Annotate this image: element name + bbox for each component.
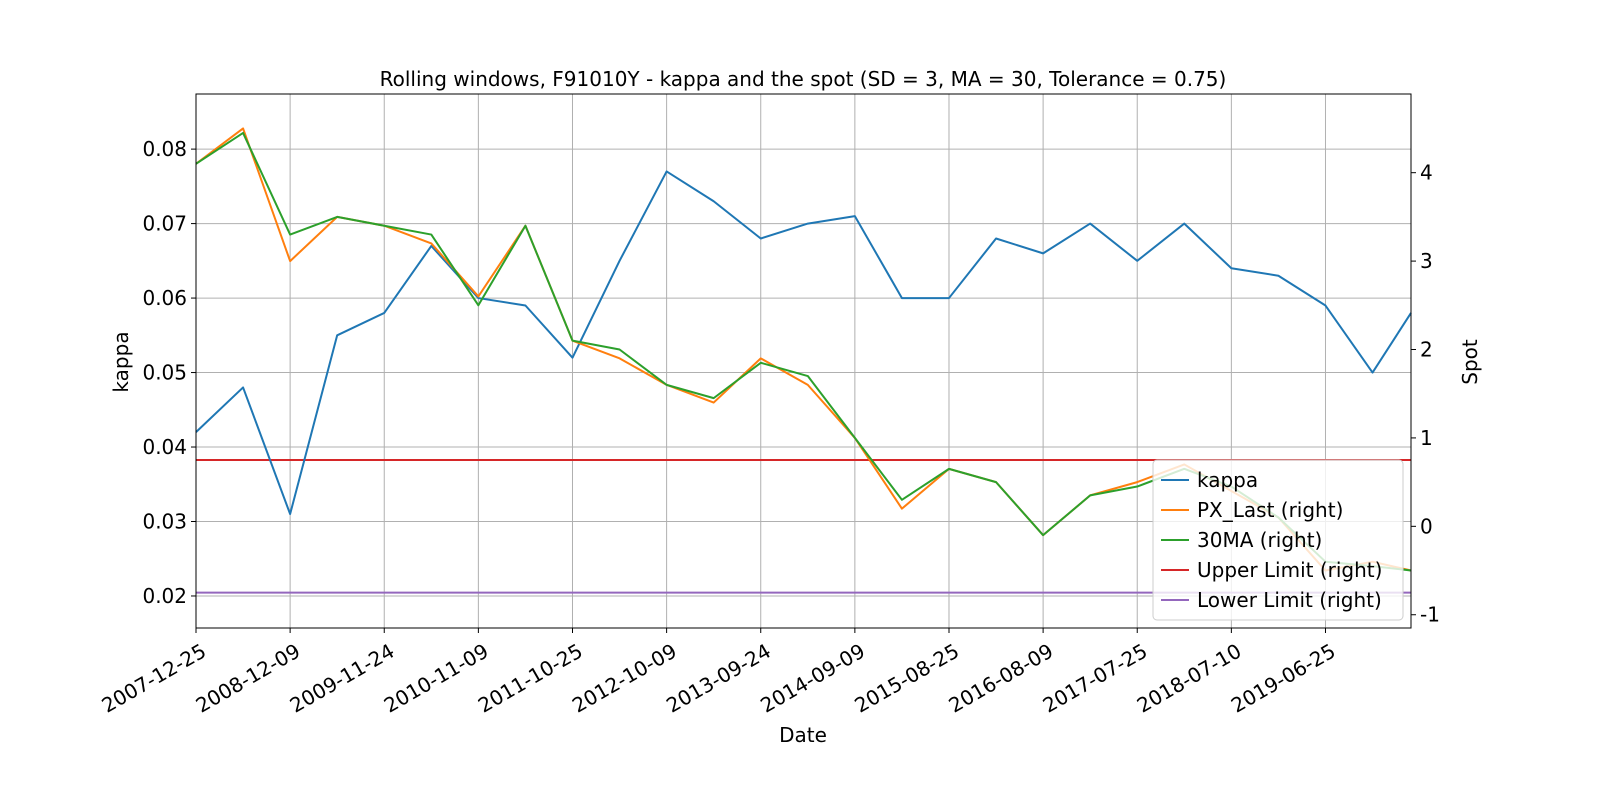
x-tick-label: 2015-08-25 — [850, 639, 963, 718]
y2-tick-label: 2 — [1420, 338, 1433, 362]
y-tick-label: 0.03 — [142, 509, 187, 533]
x-tick-label: 2018-07-10 — [1133, 639, 1246, 718]
x-tick-label: 2007-12-25 — [97, 639, 210, 718]
legend-label: Lower Limit (right) — [1197, 588, 1382, 612]
legend-label: Upper Limit (right) — [1197, 558, 1382, 582]
legend-label: PX_Last (right) — [1197, 498, 1343, 522]
x-axis-label: Date — [779, 723, 827, 747]
y-tick-label: 0.08 — [142, 137, 187, 161]
x-tick-label: 2010-11-09 — [380, 639, 493, 718]
y2-tick-label: 3 — [1420, 249, 1433, 273]
x-tick-label: 2014-09-09 — [756, 639, 869, 718]
x-tick-label: 2013-09-24 — [662, 639, 775, 718]
x-tick-label: 2009-11-24 — [286, 639, 399, 718]
series-line — [195, 170, 1412, 516]
x-tick-label: 2008-12-09 — [192, 639, 305, 718]
x-tick-label: 2012-10-09 — [568, 639, 681, 718]
legend-label: 30MA (right) — [1197, 528, 1322, 552]
y-tick-label: 0.06 — [142, 286, 187, 310]
chart-title: Rolling windows, F91010Y - kappa and the… — [380, 67, 1227, 91]
legend — [1152, 459, 1404, 621]
plot-frame — [195, 93, 1412, 629]
y-tick-label: 0.05 — [142, 361, 187, 385]
x-tick-label: 2016-08-09 — [945, 639, 1058, 718]
y-tick-label: 0.07 — [142, 212, 187, 236]
x-tick-label: 2017-07-25 — [1039, 639, 1152, 718]
x-tick-label: 2019-06-25 — [1227, 639, 1340, 718]
x-tick-label: 2011-10-25 — [474, 639, 587, 718]
y2-tick-label: 0 — [1420, 514, 1433, 538]
y2-tick-label: -1 — [1420, 603, 1440, 627]
y2-tick-label: 1 — [1420, 426, 1433, 450]
y-axis-label: kappa — [109, 331, 133, 392]
y2-axis-label: Spot — [1458, 339, 1482, 385]
y-tick-label: 0.02 — [142, 584, 187, 608]
y-tick-label: 0.04 — [142, 435, 187, 459]
y2-tick-label: 4 — [1420, 161, 1433, 185]
legend-label: kappa — [1197, 468, 1258, 492]
